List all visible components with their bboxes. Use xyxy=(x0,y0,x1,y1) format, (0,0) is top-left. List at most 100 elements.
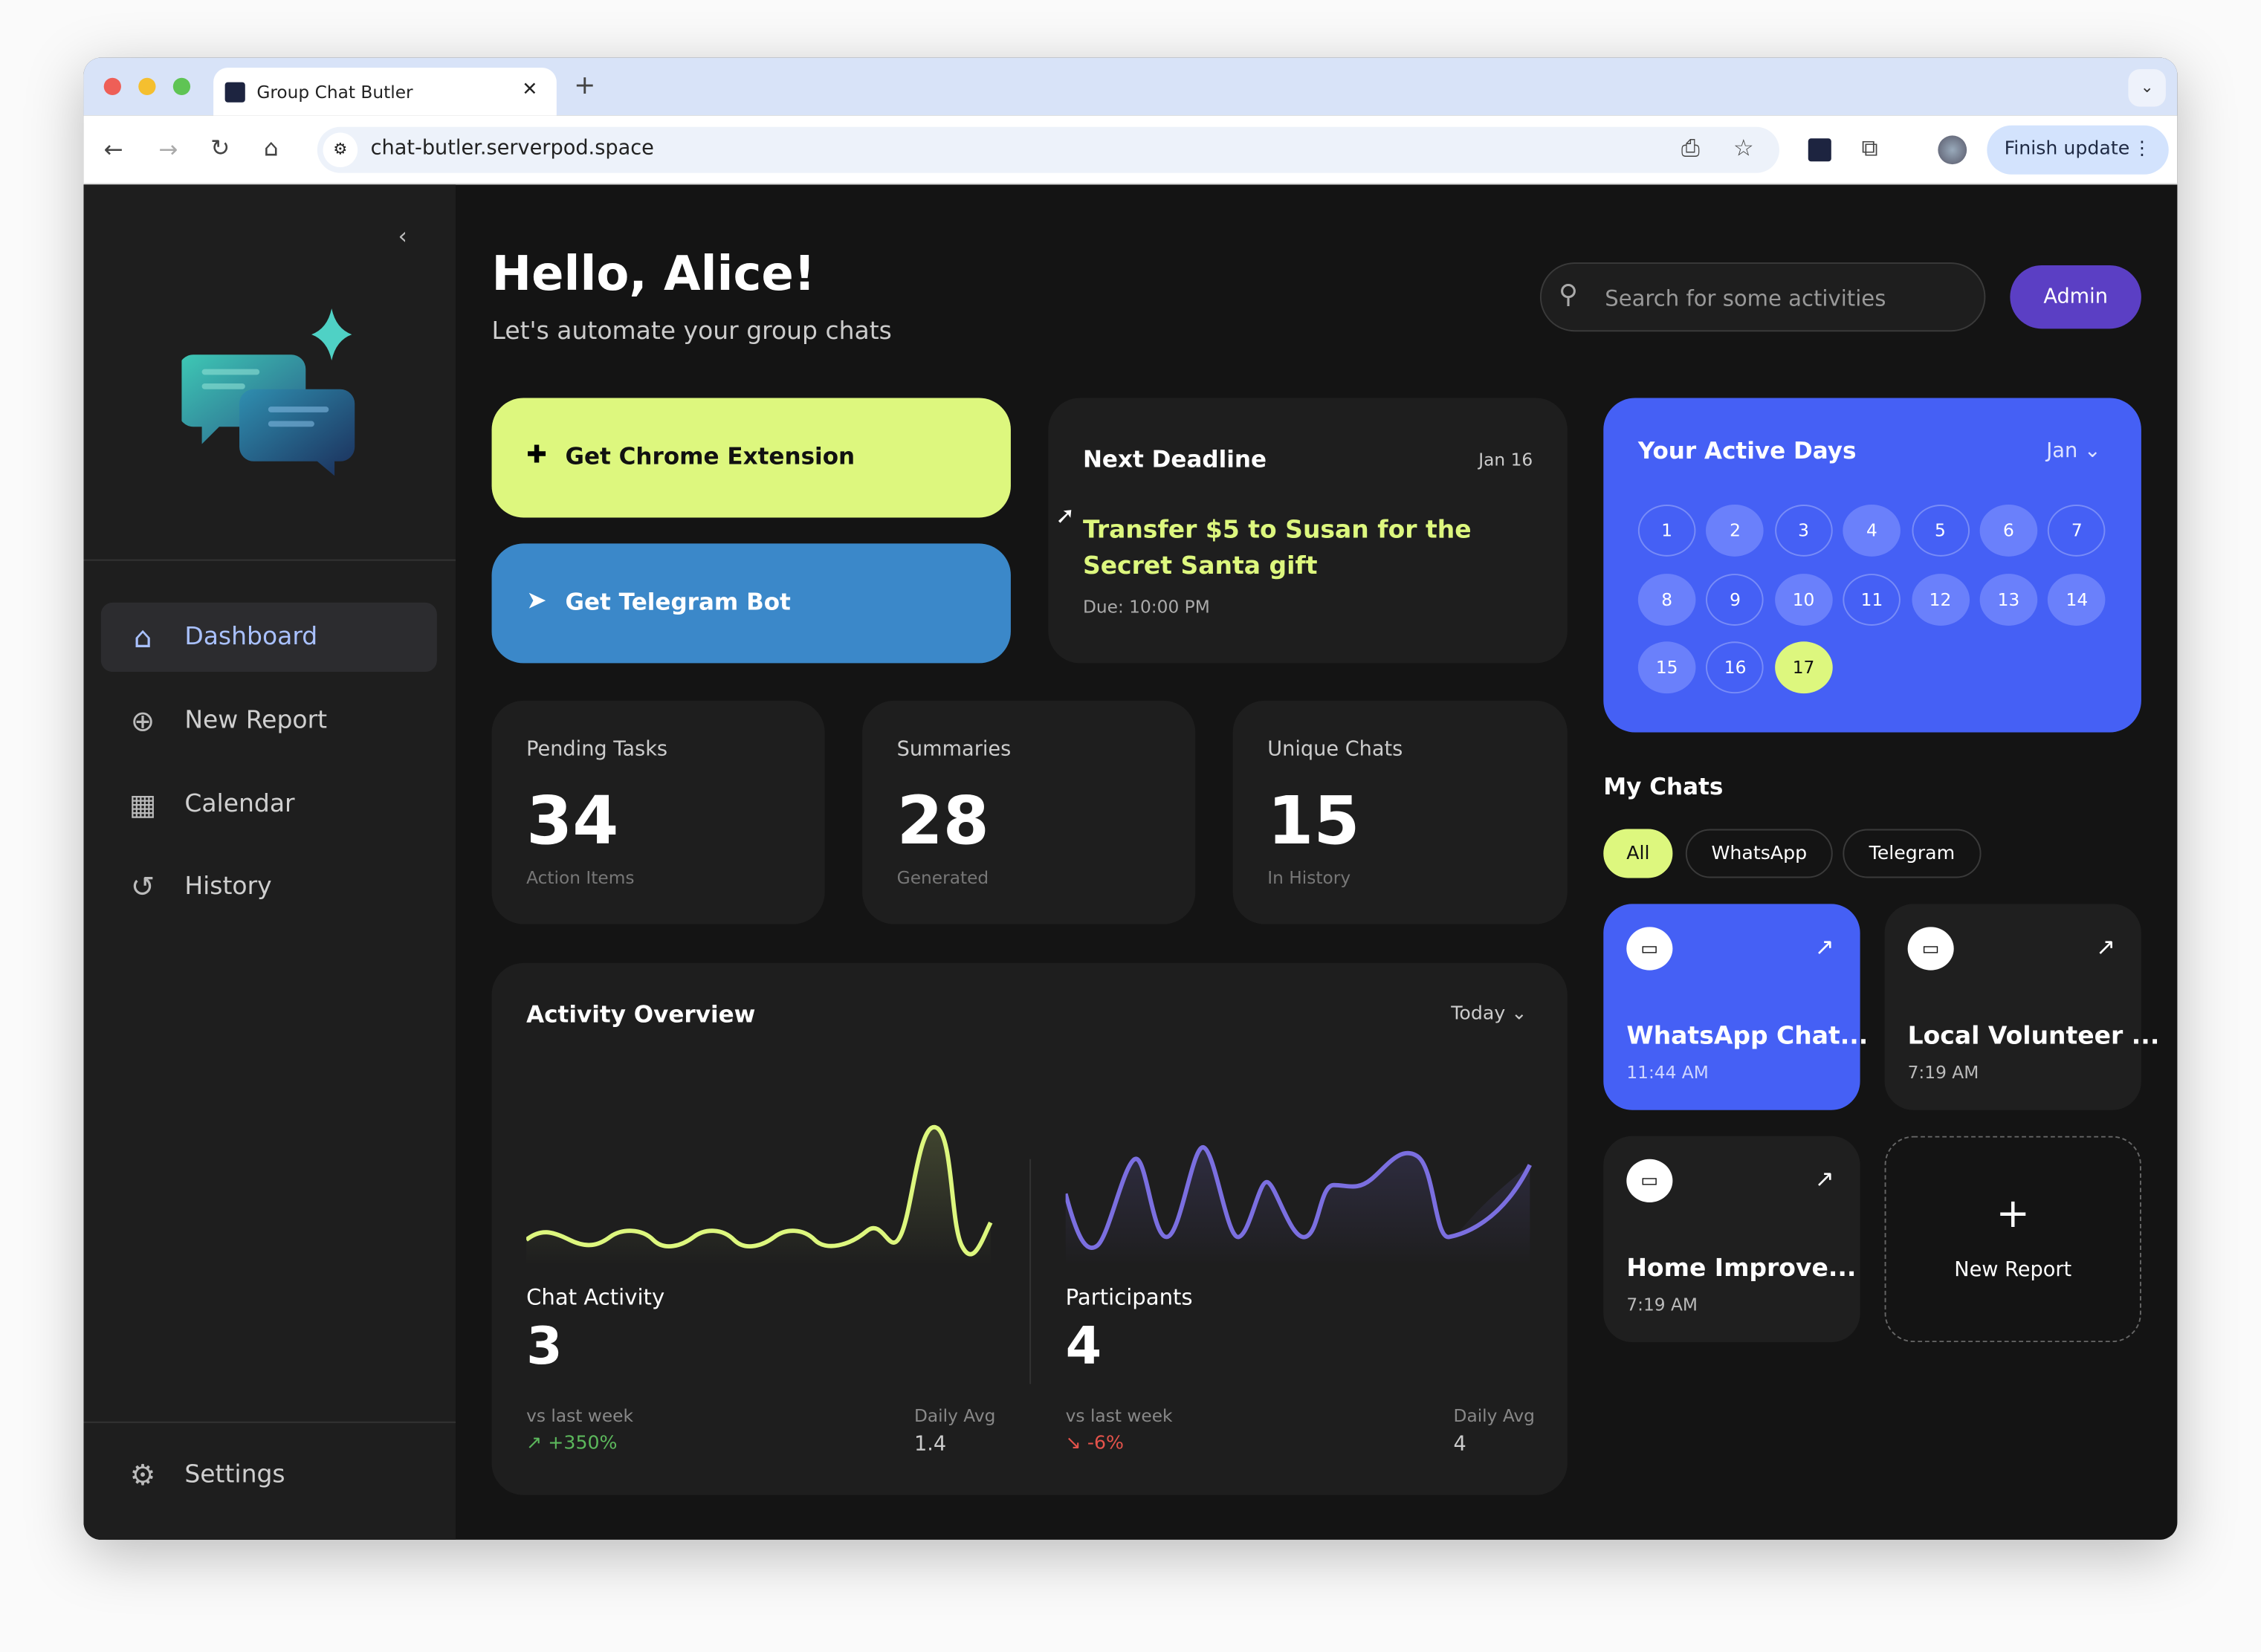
forward-icon[interactable]: → xyxy=(158,135,178,163)
sidebar-item-dashboard[interactable]: ⌂ Dashboard xyxy=(100,602,437,673)
profile-avatar[interactable] xyxy=(1938,135,1967,165)
stat-sub: Action Items xyxy=(526,867,635,889)
sidebar-item-label: Dashboard xyxy=(184,623,318,652)
sidebar-item-label: History xyxy=(184,872,272,901)
day-3[interactable]: 3 xyxy=(1774,505,1833,557)
calendar-icon: ▦ xyxy=(129,787,157,822)
extension-icon[interactable] xyxy=(1808,138,1831,162)
chat-card[interactable]: ▭ ↗ Home Improve... 7:19 AM xyxy=(1603,1136,1860,1343)
maximize-window-button[interactable] xyxy=(172,77,191,96)
filter-telegram[interactable]: Telegram xyxy=(1843,829,1982,878)
chart-divider xyxy=(1029,1159,1032,1384)
new-report-card[interactable]: + New Report xyxy=(1884,1136,2141,1343)
search-input[interactable]: ⚲ Search for some activities xyxy=(1539,262,1986,332)
sidebar-item-label: Calendar xyxy=(184,790,295,819)
active-days-card: Your Active Days Jan ⌄ 1 2 3 4 5 6 7 8 9 10 11 12 13… xyxy=(1603,398,2141,733)
vs-last-week-label: vs last week xyxy=(1065,1405,1173,1426)
day-13[interactable]: 13 xyxy=(1979,573,2038,625)
day-4[interactable]: 4 xyxy=(1843,505,1901,557)
chat-name: Local Volunteer ... xyxy=(1907,1022,2160,1052)
reload-icon[interactable]: ↻ xyxy=(210,134,230,162)
chat-time: 7:19 AM xyxy=(1626,1295,1698,1315)
change-value: +350% xyxy=(548,1433,618,1455)
day-17[interactable]: 17 xyxy=(1774,641,1833,694)
admin-button[interactable]: Admin xyxy=(2010,265,2141,329)
sidebar-item-history[interactable]: ↺ History xyxy=(101,852,437,921)
deadline-title: Next Deadline xyxy=(1082,445,1267,473)
sidebar-item-label: New Report xyxy=(184,706,328,736)
browser-window: Group Chat Butler ✕ + ⌄ ← → ↻ ⌂ ⚙ chat-b… xyxy=(83,57,2178,1540)
open-arrow-icon[interactable]: ↗ xyxy=(1814,1165,1834,1193)
page-title: Hello, Alice! xyxy=(491,244,816,302)
bookmark-star-icon[interactable]: ☆ xyxy=(1733,134,1754,162)
install-app-icon[interactable]: ⎙ xyxy=(1681,134,1700,162)
day-15[interactable]: 15 xyxy=(1637,641,1696,694)
tab-bar: Group Chat Butler ✕ + ⌄ xyxy=(83,57,2178,116)
day-14[interactable]: 14 xyxy=(2048,573,2106,625)
period-label: Today xyxy=(1451,1003,1506,1026)
chat-activity-change: ↗ +350% xyxy=(526,1433,617,1454)
app-logo xyxy=(181,308,355,476)
deadline-due: Due: 10:00 PM xyxy=(1082,597,1210,618)
tab-list-chevron-icon[interactable]: ⌄ xyxy=(2128,69,2166,107)
minimize-window-button[interactable] xyxy=(138,77,156,96)
day-9[interactable]: 9 xyxy=(1706,573,1765,625)
sidebar-item-calendar[interactable]: ▦ Calendar xyxy=(101,770,437,839)
day-7[interactable]: 7 xyxy=(2048,505,2106,557)
chat-card[interactable]: ▭ ↗ Local Volunteer ... 7:19 AM xyxy=(1884,904,2159,1110)
back-icon[interactable]: ← xyxy=(103,135,123,163)
day-12[interactable]: 12 xyxy=(1911,573,1970,625)
chat-name: WhatsApp Chat... xyxy=(1626,1022,1869,1052)
sidebar-divider xyxy=(83,1421,456,1423)
extensions-puzzle-icon[interactable]: ⧉ xyxy=(1861,134,1878,162)
deadline-date: Jan 16 xyxy=(1478,450,1533,470)
collapse-sidebar-chevron-icon[interactable]: ‹ xyxy=(398,221,407,250)
day-16[interactable]: 16 xyxy=(1706,641,1765,694)
open-arrow-icon[interactable]: ↗ xyxy=(1814,933,1834,961)
address-bar[interactable]: ⚙ chat-butler.serverpod.space ⎙ ☆ xyxy=(317,126,1779,173)
stat-value: 15 xyxy=(1267,781,1360,860)
filter-all[interactable]: All xyxy=(1603,829,1673,878)
day-8[interactable]: 8 xyxy=(1637,573,1696,625)
active-days-title: Your Active Days xyxy=(1637,436,1857,464)
day-2[interactable]: 2 xyxy=(1706,505,1765,557)
participants-value: 4 xyxy=(1065,1318,1102,1377)
chevron-down-icon: ⌄ xyxy=(2083,439,2101,463)
participants-line xyxy=(1065,1145,1532,1250)
new-tab-icon[interactable]: + xyxy=(574,71,596,101)
trend-down-icon: ↘ xyxy=(1065,1433,1081,1455)
month-dropdown[interactable]: Jan ⌄ xyxy=(2046,440,2100,463)
open-arrow-icon[interactable]: ↗ xyxy=(2095,933,2115,961)
filter-whatsapp[interactable]: WhatsApp xyxy=(1685,829,1833,878)
favicon-icon xyxy=(224,82,245,103)
site-info-icon[interactable]: ⚙ xyxy=(323,132,358,168)
chat-time: 7:19 AM xyxy=(1907,1062,1979,1083)
chat-time: 11:44 AM xyxy=(1626,1062,1709,1083)
sidebar-item-settings[interactable]: ⚙ Settings xyxy=(101,1440,437,1509)
trend-up-icon: ↗ xyxy=(526,1433,543,1455)
sidebar-item-new-report[interactable]: ⊕ New Report xyxy=(101,686,437,755)
stat-card-unique-chats: Unique Chats 15 In History xyxy=(1232,700,1568,924)
close-tab-icon[interactable]: ✕ xyxy=(522,79,538,101)
day-1[interactable]: 1 xyxy=(1637,505,1696,557)
gear-icon: ⚙ xyxy=(129,1457,156,1492)
home-icon[interactable]: ⌂ xyxy=(264,134,279,162)
browser-tab[interactable]: Group Chat Butler ✕ xyxy=(213,68,557,116)
finish-update-button[interactable]: Finish update ⋮ xyxy=(1987,125,2169,175)
history-icon: ↺ xyxy=(130,869,155,904)
close-window-button[interactable] xyxy=(103,77,121,96)
activity-overview-card: Activity Overview Today ⌄ Chat Activity … xyxy=(491,962,1568,1495)
day-11[interactable]: 11 xyxy=(1843,573,1901,625)
chat-activity-value: 3 xyxy=(526,1318,563,1377)
change-value: -6% xyxy=(1087,1433,1124,1455)
day-6[interactable]: 6 xyxy=(1979,505,2038,557)
get-telegram-bot-button[interactable]: ➤ Get Telegram Bot xyxy=(491,543,1011,664)
participants-change: ↘ -6% xyxy=(1066,1433,1124,1454)
day-5[interactable]: 5 xyxy=(1911,505,1970,557)
stat-value: 28 xyxy=(896,781,989,860)
day-10[interactable]: 10 xyxy=(1774,573,1833,625)
get-chrome-extension-button[interactable]: ✚ Get Chrome Extension xyxy=(491,398,1011,518)
chat-card[interactable]: ▭ ↗ WhatsApp Chat... 11:44 AM xyxy=(1603,904,1868,1110)
sidebar-item-label: Settings xyxy=(184,1460,285,1490)
period-dropdown[interactable]: Today ⌄ xyxy=(1451,1003,1527,1025)
